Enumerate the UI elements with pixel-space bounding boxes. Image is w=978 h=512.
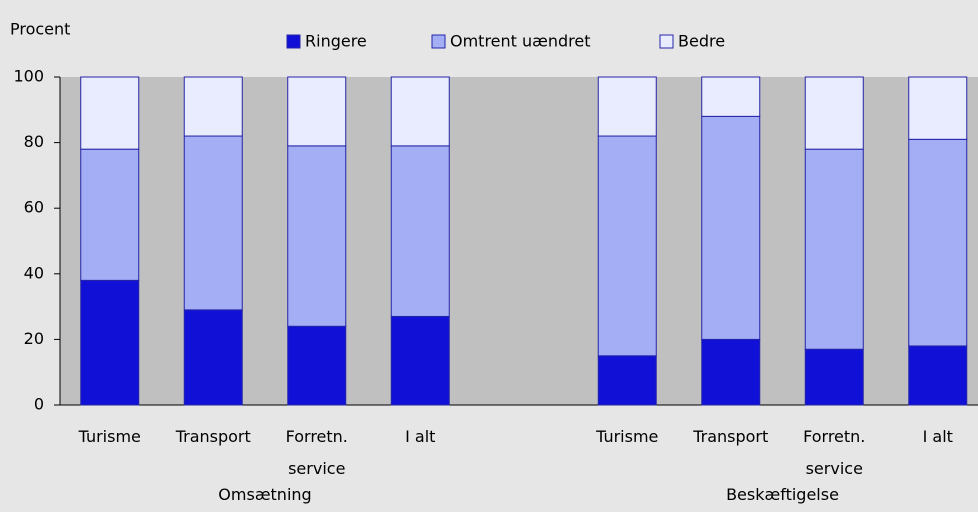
bar-segment bbox=[804, 148, 864, 350]
bar-segment bbox=[390, 76, 450, 147]
bar-segment bbox=[80, 76, 140, 150]
y-tick-label: 60 bbox=[24, 198, 44, 217]
bar-segment bbox=[390, 145, 450, 317]
x-tick-label: Transport bbox=[175, 427, 251, 446]
bar-segment bbox=[908, 138, 968, 347]
y-tick-label: 40 bbox=[24, 263, 44, 282]
x-tick-label: Transport bbox=[693, 427, 769, 446]
bar-segment bbox=[287, 145, 347, 327]
x-tick-label: Forretn. service bbox=[803, 427, 866, 478]
bar-segment bbox=[597, 135, 657, 357]
bar-segment bbox=[701, 338, 761, 406]
group-label: Omsætning bbox=[218, 485, 312, 504]
bar-segment bbox=[597, 355, 657, 406]
y-tick-label: 20 bbox=[24, 329, 44, 348]
x-tick-label: I alt bbox=[405, 427, 436, 446]
legend-label: Bedre bbox=[678, 32, 725, 51]
y-axis-label: Procent bbox=[10, 20, 70, 39]
bar-segment bbox=[80, 148, 140, 281]
bar-segment bbox=[287, 325, 347, 406]
x-tick-label: I alt bbox=[922, 427, 953, 446]
x-tick-label: Turisme bbox=[78, 427, 141, 446]
bar-segment bbox=[908, 345, 968, 406]
bar-segment bbox=[804, 348, 864, 406]
bar-segment bbox=[701, 76, 761, 117]
legend-swatch bbox=[659, 34, 674, 49]
bar-segment bbox=[183, 135, 243, 311]
bar-segment bbox=[701, 115, 761, 340]
group-label: Beskæftigelse bbox=[726, 485, 839, 504]
bar-segment bbox=[183, 309, 243, 406]
x-tick-label: Turisme bbox=[596, 427, 659, 446]
bar-segment bbox=[287, 76, 347, 147]
legend-label: Omtrent uændret bbox=[450, 32, 591, 51]
bar-segment bbox=[597, 76, 657, 137]
legend-swatch bbox=[431, 34, 446, 49]
y-tick-label: 0 bbox=[34, 395, 44, 414]
y-tick-label: 100 bbox=[13, 67, 44, 86]
legend-label: Ringere bbox=[305, 32, 367, 51]
bar-segment bbox=[390, 315, 450, 406]
bar-segment bbox=[804, 76, 864, 150]
x-tick-label: Forretn. service bbox=[285, 427, 348, 478]
bar-segment bbox=[183, 76, 243, 137]
legend-swatch bbox=[286, 34, 301, 49]
y-tick-label: 80 bbox=[24, 132, 44, 151]
bar-segment bbox=[908, 76, 968, 140]
bar-segment bbox=[80, 279, 140, 406]
